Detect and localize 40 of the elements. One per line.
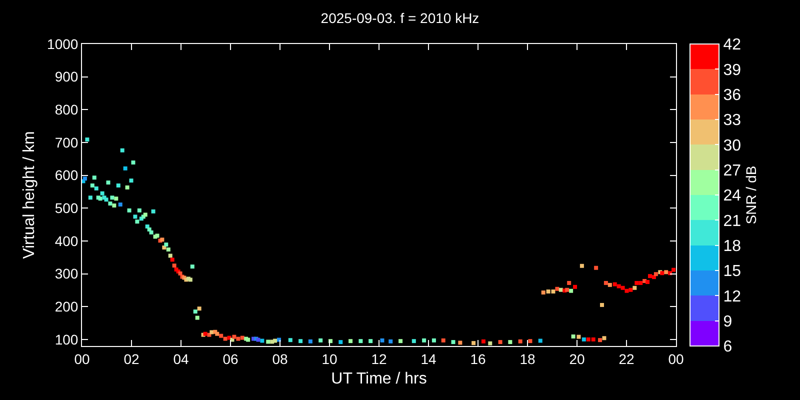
y-tick-label: 700 bbox=[54, 134, 78, 150]
x-tick-label: 22 bbox=[618, 350, 634, 367]
color-bar-label: 42 bbox=[723, 36, 742, 54]
x-tick-label: 04 bbox=[173, 350, 189, 367]
color-bar-label: 9 bbox=[723, 313, 732, 330]
color-bar-label: 15 bbox=[723, 263, 742, 280]
color-bar-label: 24 bbox=[723, 188, 742, 205]
y-tick-label: 500 bbox=[54, 200, 78, 216]
color-bar-label: 36 bbox=[723, 86, 742, 104]
x-tick-label: 12 bbox=[371, 350, 387, 367]
x-tick-label: 00 bbox=[74, 350, 90, 367]
color-bar-label: 12 bbox=[723, 288, 742, 306]
x-tick-label: 02 bbox=[124, 350, 140, 367]
x-tick-label: 00 bbox=[668, 350, 684, 367]
x-tick-label: 06 bbox=[222, 350, 238, 367]
y-tick-label: 900 bbox=[54, 68, 78, 85]
y-tick-label: 1000 bbox=[47, 36, 78, 52]
y-tick-label: 400 bbox=[54, 232, 78, 249]
color-bar-label: 30 bbox=[723, 137, 742, 154]
x-axis-title: UT Time / hrs bbox=[331, 370, 427, 388]
color-bar-label: 27 bbox=[723, 162, 742, 180]
x-tick-label: 10 bbox=[322, 350, 338, 367]
color-bar-label: 6 bbox=[723, 338, 732, 356]
y-tick-label: 800 bbox=[54, 102, 78, 118]
color-bar-label: 39 bbox=[723, 62, 742, 79]
color-bar-label: 21 bbox=[723, 212, 742, 230]
y-tick-label: 600 bbox=[54, 167, 78, 184]
y-tick-label: 300 bbox=[54, 266, 78, 282]
x-tick-label: 20 bbox=[569, 350, 585, 367]
color-bar-label: 33 bbox=[723, 112, 742, 130]
x-tick-label: 08 bbox=[272, 350, 288, 367]
chart-title: 2025-09-03. f = 2010 kHz bbox=[320, 10, 480, 26]
color-bar-label: 18 bbox=[723, 238, 742, 255]
x-tick-label: 18 bbox=[520, 350, 536, 367]
y-tick-label: 200 bbox=[54, 298, 78, 315]
color-bar-title: SNR / dB bbox=[743, 166, 760, 224]
x-tick-label: 14 bbox=[420, 350, 436, 367]
x-tick-label: 16 bbox=[470, 350, 486, 367]
y-tick-label: 100 bbox=[54, 331, 78, 348]
y-axis-title: Virtual height / km bbox=[20, 131, 38, 259]
